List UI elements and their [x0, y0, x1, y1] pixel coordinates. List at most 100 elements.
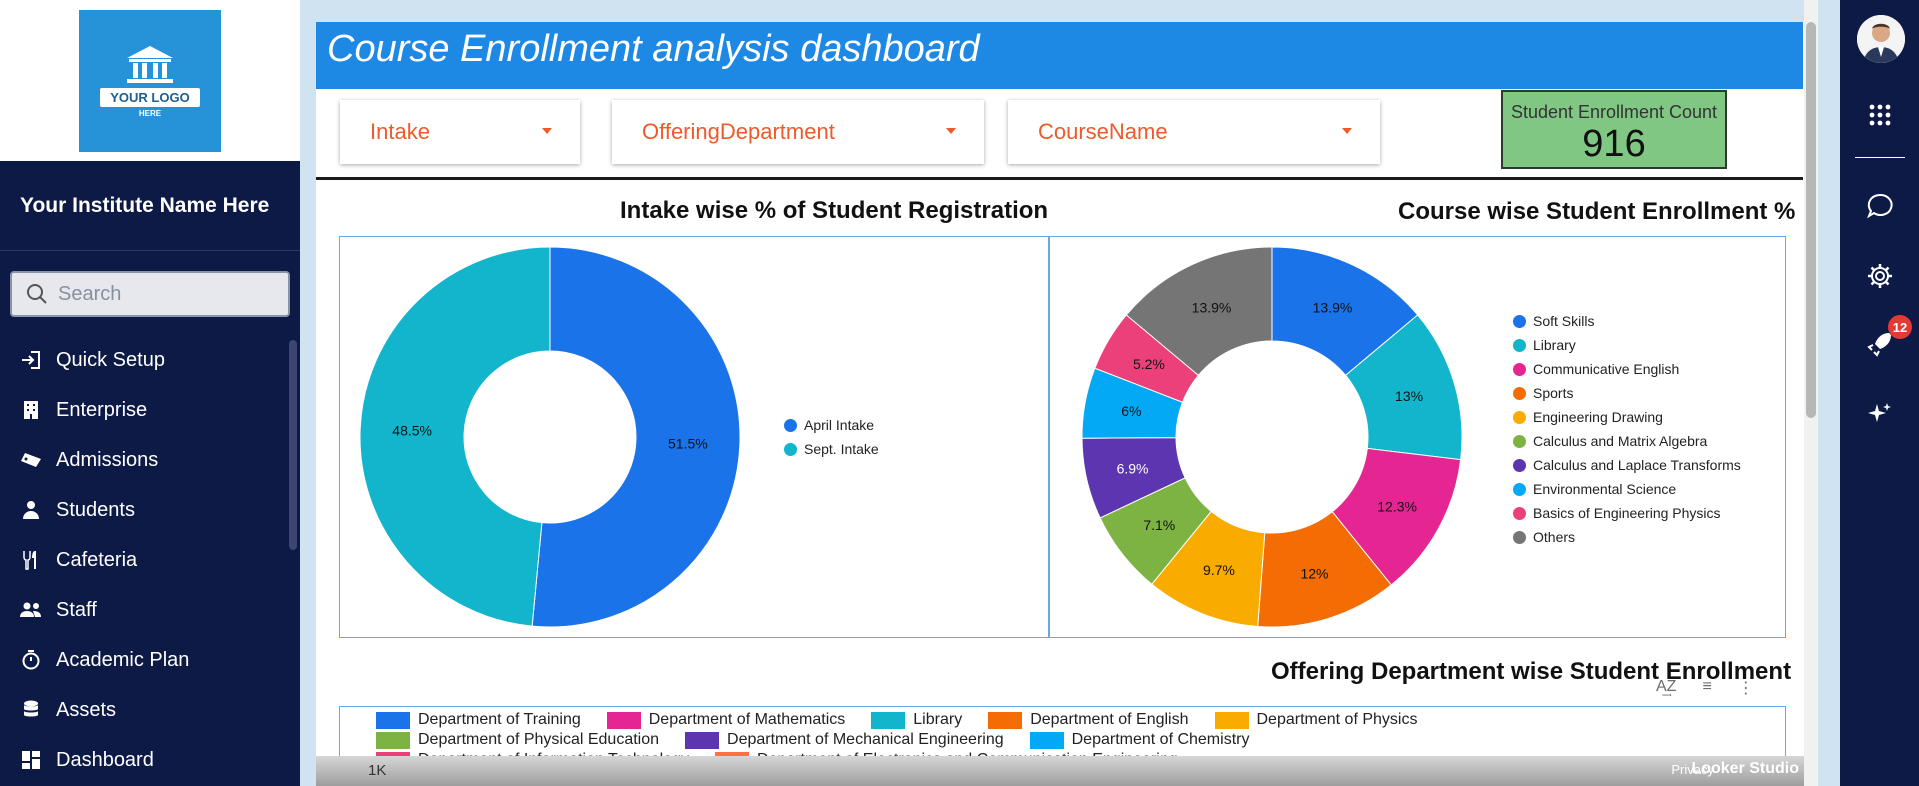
legend-label: Calculus and Laplace Transforms [1533, 457, 1741, 473]
database-icon [20, 699, 42, 721]
search-icon [27, 284, 47, 304]
legend-item[interactable]: April Intake [784, 417, 879, 434]
kpi-value: 916 [1582, 123, 1646, 165]
sidebar-item-assets[interactable]: Assets [0, 685, 300, 735]
slice-data-label: 13.9% [1192, 299, 1232, 315]
legend-label: Department of Mathematics [648, 711, 846, 728]
search-input[interactable]: Search [10, 271, 290, 317]
legend-item[interactable]: Calculus and Laplace Transforms [1513, 457, 1753, 474]
sidebar-scrollbar[interactable] [289, 340, 297, 550]
legend-item[interactable]: Department of Physics [1214, 710, 1418, 730]
sidebar-item-label: Academic Plan [56, 648, 190, 671]
legend-swatch [1513, 459, 1526, 472]
sidebar: YOUR LOGO HERE Your Institute Name Here … [0, 0, 300, 786]
legend-item[interactable]: Engineering Drawing [1513, 409, 1753, 426]
kpi-enrollment-count: Student Enrollment Count 916 [1501, 90, 1727, 169]
legend-swatch [1214, 711, 1249, 729]
settings-button[interactable] [1859, 255, 1901, 297]
institute-logo[interactable]: YOUR LOGO HERE [79, 9, 221, 152]
apps-grid-button[interactable] [1859, 94, 1901, 136]
filter-offering-department[interactable]: OfferingDepartment [612, 100, 984, 164]
donut-slice[interactable] [1125, 246, 1273, 377]
stopwatch-icon [20, 649, 42, 671]
slice-data-label: 13.9% [1313, 299, 1353, 315]
filter-icon[interactable]: ≡ [1702, 678, 1712, 695]
legend-swatch [871, 711, 906, 729]
main-content: Course Enrollment analysis dashboard Int… [300, 0, 1840, 786]
sidebar-item-students[interactable]: Students [0, 485, 300, 535]
sort-az-icon[interactable]: A͢Z [1656, 678, 1677, 695]
legend-item[interactable]: Department of Physical Education [376, 730, 659, 750]
legend-label: Sports [1533, 385, 1574, 401]
legend-swatch [685, 731, 720, 749]
legend-item[interactable]: Calculus and Matrix Algebra [1513, 433, 1753, 450]
legend-label: Department of Mechanical Engineering [727, 731, 1004, 748]
ai-sparkle-button[interactable] [1859, 393, 1901, 435]
rail-divider [1855, 157, 1905, 158]
legend-label: Communicative English [1533, 361, 1680, 377]
legend-swatch [1029, 731, 1064, 749]
filter-label: OfferingDepartment [642, 119, 835, 144]
legend-item[interactable]: Library [871, 710, 962, 730]
sidebar-item-cafeteria[interactable]: Cafeteria [0, 535, 300, 585]
legend-item[interactable]: Soft Skills [1513, 313, 1753, 330]
legend-label: Calculus and Matrix Algebra [1533, 433, 1708, 449]
legend-item[interactable]: Basics of Engineering Physics [1513, 505, 1753, 522]
chart-intake-box: 51.5% 48.5% April Intake Sept. Intake [339, 236, 1049, 638]
legend-label: Others [1533, 529, 1576, 545]
rocket-icon [1867, 333, 1891, 357]
looker-studio-brand[interactable]: Looker Studio [1691, 760, 1799, 777]
legend-label: Department of Physics [1256, 711, 1418, 728]
legend-item[interactable]: Department of Training [376, 710, 581, 730]
legend-swatch [376, 731, 410, 749]
legend-item[interactable]: Others [1513, 529, 1753, 546]
sidebar-item-admissions[interactable]: Admissions [0, 435, 300, 485]
legend-item[interactable]: Department of Mechanical Engineering [685, 730, 1004, 750]
chart-course-box: 13.9% 13% 12.3% 12% 9.7% 7.1% 6.9% 6% 5.2% 13.9% … [1049, 236, 1786, 638]
filter-intake[interactable]: Intake [340, 100, 580, 164]
course-donut-chart[interactable]: 13.9% 13% 12.3% 12% 9.7% 7.1% 6.9% 6% 5.2% 13.9% [1072, 237, 1472, 637]
sidebar-nav: Quick Setup Enterprise Admissions Studen… [0, 335, 300, 785]
donut-slice[interactable] [531, 246, 741, 628]
legend-swatch [1513, 387, 1526, 400]
logo-banner-text: YOUR LOGO [100, 87, 200, 107]
privacy-link[interactable]: Privacy [1671, 762, 1714, 777]
donut-slice[interactable] [359, 246, 551, 627]
launch-button[interactable] [1859, 323, 1901, 365]
sidebar-item-dashboard[interactable]: Dashboard [0, 735, 300, 785]
legend-item[interactable]: Communicative English [1513, 361, 1753, 378]
legend-swatch [988, 711, 1023, 729]
sidebar-item-enterprise[interactable]: Enterprise [0, 385, 300, 435]
legend-item[interactable]: Sports [1513, 385, 1753, 402]
sidebar-item-quick-setup[interactable]: Quick Setup [0, 335, 300, 385]
sidebar-item-staff[interactable]: Staff [0, 585, 300, 635]
intake-donut-chart[interactable]: 51.5% 48.5% [350, 237, 750, 637]
legend-item[interactable]: Environmental Science [1513, 481, 1753, 498]
legend-label: Library [913, 711, 963, 728]
legend-item[interactable]: Department of Mathematics [606, 710, 846, 730]
ticket-icon [20, 449, 42, 471]
legend-swatch [1513, 483, 1526, 496]
axis-tick-label: 1K [368, 762, 387, 779]
sidebar-item-label: Dashboard [56, 748, 154, 771]
legend-item[interactable]: Department of English [988, 710, 1189, 730]
gear-icon [1868, 264, 1892, 288]
legend-label: Department of Chemistry [1071, 731, 1250, 748]
sidebar-item-label: Enterprise [56, 398, 148, 421]
sidebar-item-academic-plan[interactable]: Academic Plan [0, 635, 300, 685]
more-vert-icon[interactable]: ⋮ [1737, 680, 1754, 697]
main-scrollbar[interactable] [1806, 22, 1816, 418]
chevron-down-icon [542, 128, 552, 134]
logo-sub-text: HERE [138, 108, 162, 118]
filter-course-name[interactable]: CourseName [1008, 100, 1380, 164]
sidebar-item-label: Cafeteria [56, 548, 138, 571]
avatar[interactable] [1857, 15, 1905, 63]
legend-label: Environmental Science [1533, 481, 1677, 497]
chat-button[interactable] [1859, 185, 1901, 227]
slice-data-label: 5.2% [1133, 356, 1165, 372]
slice-data-label: 12% [1300, 566, 1328, 582]
legend-item[interactable]: Library [1513, 337, 1753, 354]
legend-item[interactable]: Department of Chemistry [1029, 730, 1250, 750]
legend-swatch [1513, 339, 1526, 352]
legend-item[interactable]: Sept. Intake [784, 441, 879, 458]
